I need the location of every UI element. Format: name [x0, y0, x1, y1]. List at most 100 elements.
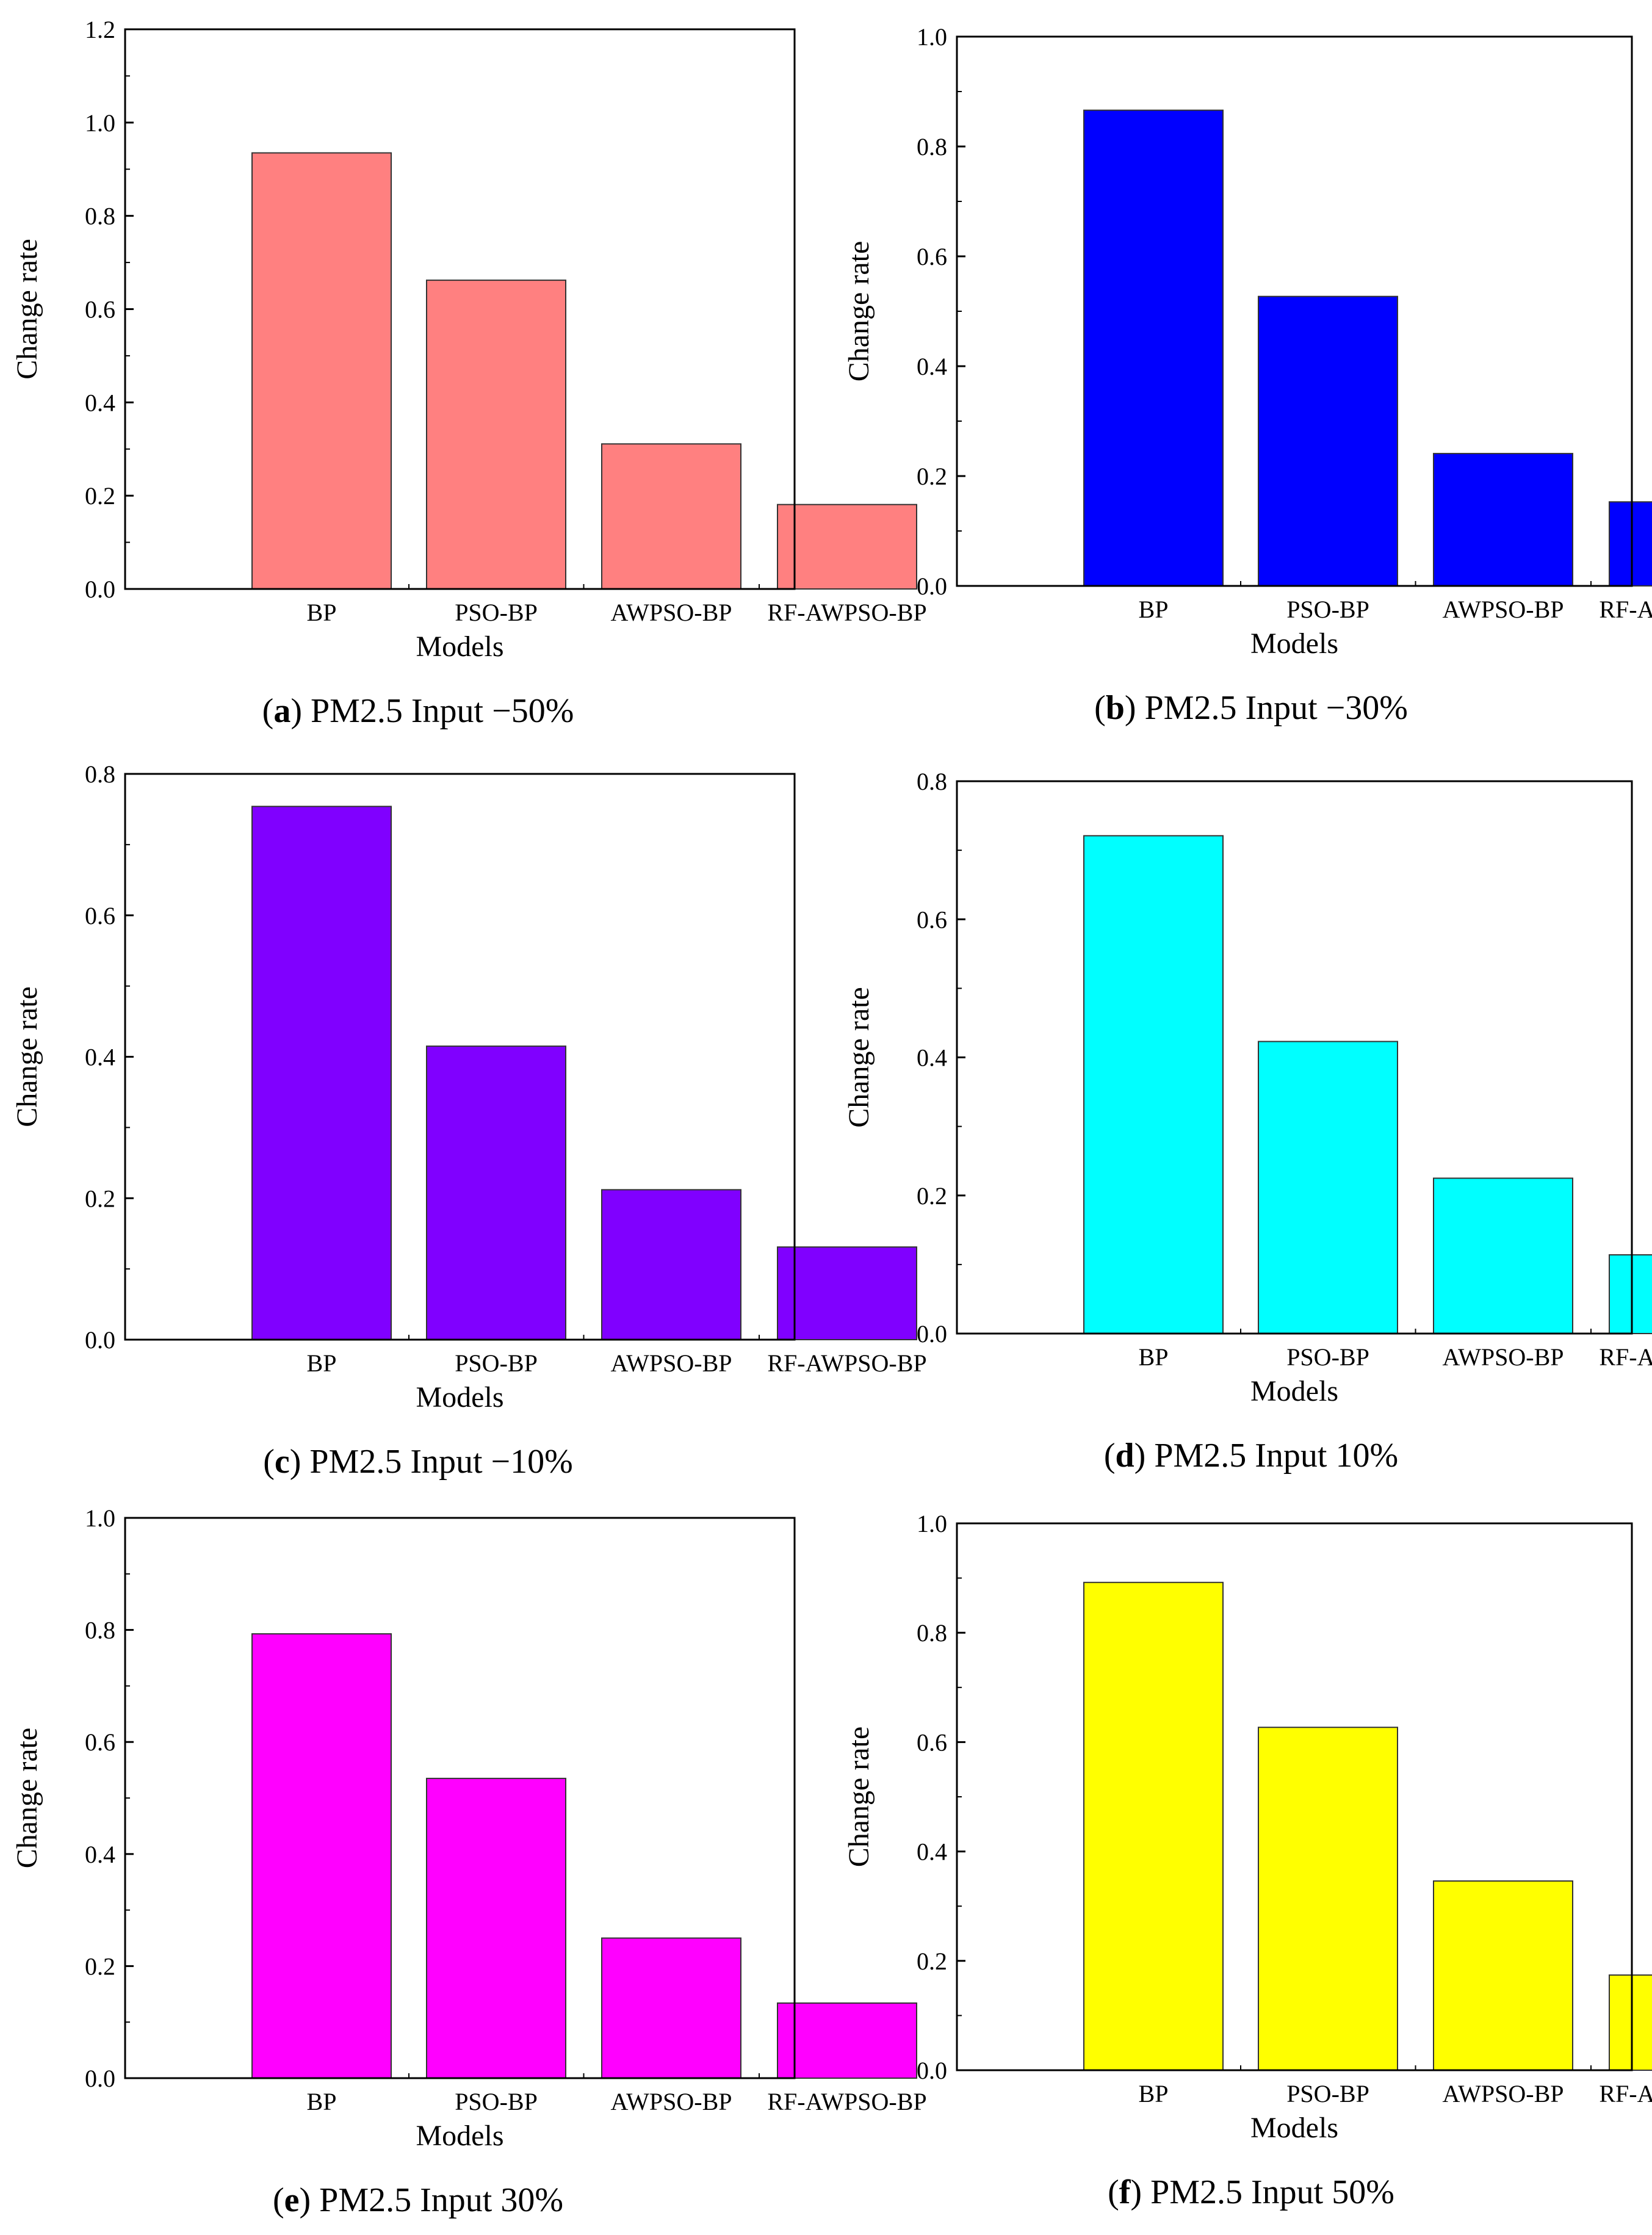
bar-bp [251, 806, 392, 1340]
bar-pso-bp [426, 280, 566, 590]
y-tick-label: 0.6 [85, 296, 115, 323]
x-tick-label: BP [1139, 596, 1169, 623]
y-tick-label: 0.2 [85, 1185, 115, 1212]
y-tick-label: 1.2 [85, 16, 115, 43]
y-tick-label: 0.0 [85, 576, 115, 603]
bar-bp [251, 152, 392, 590]
bar-awpso-bp [1433, 453, 1573, 587]
x-tick-label: PSO-BP [455, 599, 538, 626]
chart-panel-f: 0.0 0.2 0.4 0.6 0.8 1.0 BP PSO-BP AWPSO-BP RF-AWP… [843, 1510, 1652, 2211]
bar-awpso-bp [601, 1189, 741, 1340]
chart-panel-c: 0.0 0.2 0.4 0.6 0.8 BP PSO-BP AWPSO-BP RF-AWPSO-… [11, 760, 927, 1481]
y-tick-label: 1.0 [85, 1504, 115, 1532]
y-tick-label: 0.4 [917, 353, 947, 380]
x-tick-label: PSO-BP [1286, 2080, 1369, 2107]
y-tick-label: 0.2 [917, 1948, 947, 1975]
x-tick-label: AWPSO-BP [610, 1349, 732, 1377]
y-tick-label: 1.0 [85, 109, 115, 137]
bar-awpso-bp [1433, 1177, 1573, 1334]
chart-panel-d: 0.0 0.2 0.4 0.6 0.8 BP PSO-BP AWPSO-BP RF-AWPSO-… [843, 768, 1652, 1475]
x-axis-title: Models [1250, 2112, 1338, 2144]
x-tick-label: BP [1139, 2080, 1169, 2107]
x-axis-title: Models [1250, 1375, 1338, 1407]
x-tick-label: RF-AWPSO-BP [767, 2088, 926, 2115]
y-tick-label: 0.4 [85, 1841, 115, 1868]
panel-caption: (e) PM2.5 Input 30% [273, 2181, 563, 2219]
panel-caption: (d) PM2.5 Input 10% [1104, 1437, 1398, 1475]
y-tick-label: 0.8 [85, 760, 115, 788]
y-tick-label: 0.2 [917, 1182, 947, 1210]
chart-panel-b: 0.0 0.2 0.4 0.6 0.8 1.0 BP PSO-BP AWPSO-BP RF-AWP… [843, 23, 1652, 727]
y-tick-label: 0.0 [85, 2065, 115, 2092]
x-tick-label: PSO-BP [455, 1349, 538, 1377]
bar-pso-bp [426, 1777, 566, 2079]
x-tick-label: BP [307, 2088, 337, 2115]
y-tick-label: 0.0 [85, 1326, 115, 1354]
x-tick-label: RF-AWPSO-BP [1599, 2080, 1652, 2107]
y-tick-label: 0.8 [85, 203, 115, 230]
y-tick-label: 0.0 [917, 1320, 947, 1348]
bar-awpso-bp [601, 1937, 741, 2079]
bar-rf-awpso-bp [777, 504, 917, 590]
panel-caption: (f) PM2.5 Input 50% [1108, 2173, 1394, 2211]
y-tick-label: 0.6 [917, 1728, 947, 1756]
y-tick-label: 0.4 [85, 389, 115, 416]
bar-bp [1083, 109, 1224, 587]
bar-rf-awpso-bp [1609, 1974, 1652, 2071]
x-tick-label: PSO-BP [1286, 596, 1369, 623]
y-tick-label: 0.2 [85, 482, 115, 510]
y-tick-label: 1.0 [917, 23, 947, 51]
bar-bp [1083, 1581, 1224, 2071]
y-tick-label: 0.4 [85, 1044, 115, 1071]
x-tick-label: AWPSO-BP [1442, 1343, 1564, 1371]
bar-pso-bp [1258, 1041, 1398, 1334]
y-axis-title: Change rate [843, 987, 875, 1128]
bar-pso-bp [426, 1045, 566, 1341]
y-axis-title: Change rate [843, 241, 875, 382]
chart-panel-e: 0.0 0.2 0.4 0.6 0.8 1.0 BP PSO-BP AWPSO-BP RF-AWP… [11, 1504, 927, 2219]
x-tick-label: BP [307, 1349, 337, 1377]
x-axis-title: Models [416, 2120, 504, 2152]
x-tick-label: AWPSO-BP [1442, 596, 1564, 623]
panel-caption: (b) PM2.5 Input −30% [1094, 689, 1408, 727]
y-axis-title: Change rate [11, 1728, 43, 1869]
bar-rf-awpso-bp [777, 2002, 917, 2079]
x-tick-label: PSO-BP [1286, 1343, 1369, 1371]
x-tick-label: RF-AWPSO-BP [767, 1349, 926, 1377]
panel-caption: (c) PM2.5 Input −10% [263, 1443, 573, 1481]
bar-pso-bp [1258, 295, 1398, 587]
chart-panel-a: 0.0 0.2 0.4 0.6 0.8 1.0 1.2 BP PSO-BP AWPSO-BP RF-… [11, 16, 927, 730]
x-tick-label: BP [1139, 1343, 1169, 1371]
y-tick-label: 0.6 [85, 902, 115, 930]
x-tick-label: AWPSO-BP [610, 2088, 732, 2115]
y-tick-label: 0.8 [917, 768, 947, 795]
bar-pso-bp [1258, 1727, 1398, 2071]
y-tick-label: 0.8 [917, 133, 947, 161]
x-axis-title: Models [416, 1381, 504, 1414]
y-tick-label: 0.6 [85, 1728, 115, 1756]
y-axis-title: Change rate [843, 1727, 875, 1868]
y-tick-label: 0.2 [917, 463, 947, 490]
x-tick-label: RF-AWPSO-BP [767, 599, 926, 626]
x-tick-label: PSO-BP [455, 2088, 538, 2115]
y-tick-label: 0.0 [917, 572, 947, 600]
bar-awpso-bp [1433, 1880, 1573, 2071]
x-axis-title: Models [416, 630, 504, 663]
x-axis-title: Models [1250, 627, 1338, 660]
bar-rf-awpso-bp [1609, 1254, 1652, 1335]
y-tick-label: 0.0 [917, 2057, 947, 2084]
y-tick-label: 0.4 [917, 1838, 947, 1866]
bar-rf-awpso-bp [777, 1246, 917, 1340]
y-tick-label: 0.4 [917, 1044, 947, 1072]
y-axis-title: Change rate [11, 239, 43, 380]
bar-awpso-bp [601, 443, 741, 590]
y-axis-title: Change rate [11, 986, 43, 1127]
bar-bp [251, 1633, 392, 2079]
y-tick-label: 0.8 [917, 1619, 947, 1647]
y-tick-label: 0.6 [917, 906, 947, 933]
panel-caption: (a) PM2.5 Input −50% [262, 692, 574, 730]
y-tick-label: 0.6 [917, 243, 947, 270]
x-tick-label: RF-AWPSO-BP [1599, 1343, 1652, 1371]
y-tick-label: 0.2 [85, 1952, 115, 1980]
